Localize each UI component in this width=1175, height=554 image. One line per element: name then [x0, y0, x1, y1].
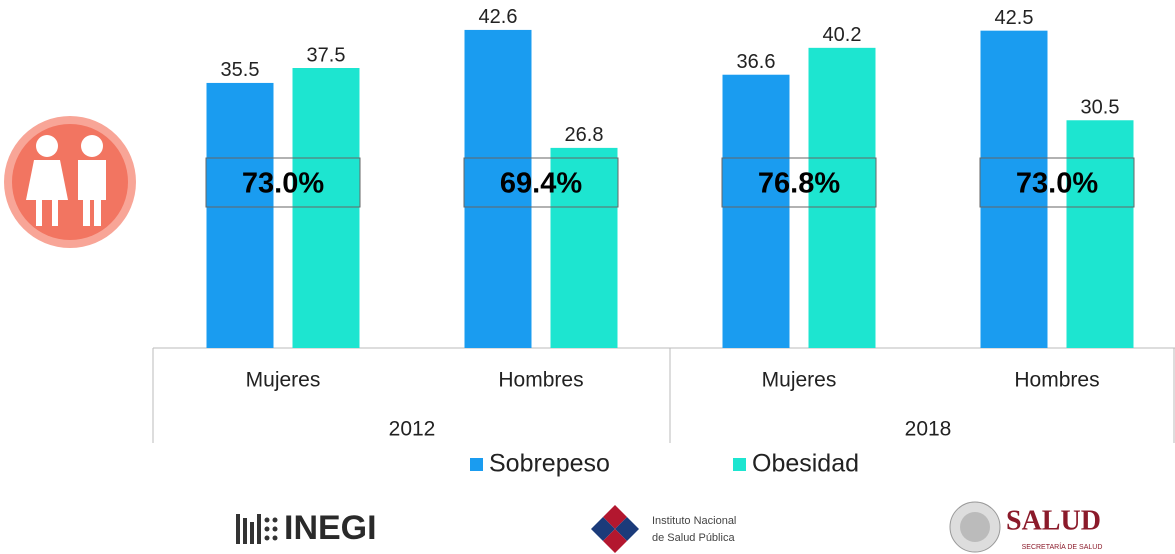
- total-box: [205, 157, 361, 208]
- people-icon: [4, 116, 136, 248]
- total-label: 76.8%: [758, 168, 840, 200]
- x-tick-label: Mujeres: [762, 369, 837, 392]
- bar: [980, 30, 1048, 349]
- legend-label: Obesidad: [752, 450, 859, 478]
- x-tick-label: Hombres: [1014, 369, 1099, 392]
- value-label: 30.5: [1081, 97, 1120, 119]
- x-tick-label: Hombres: [498, 369, 583, 392]
- legend-swatch: [733, 458, 746, 471]
- insp-logo: Instituto Nacional de Salud Pública: [591, 505, 736, 553]
- x-tick-label: Mujeres: [246, 369, 321, 392]
- total-box: [721, 157, 877, 208]
- value-label: 42.6: [479, 6, 518, 28]
- bar: [722, 74, 790, 348]
- value-label: 36.6: [737, 51, 776, 73]
- bar: [464, 29, 532, 348]
- legend-swatch: [470, 458, 483, 471]
- value-label: 26.8: [565, 124, 604, 146]
- bar: [1066, 120, 1134, 349]
- inegi-text: INEGI: [284, 509, 377, 547]
- inegi-logo: INEGI: [236, 509, 377, 547]
- total-box: [979, 157, 1135, 208]
- total-box: [463, 157, 619, 208]
- group-label: 2018: [905, 418, 952, 441]
- salud-text: SALUD: [1006, 505, 1101, 536]
- total-label: 73.0%: [1016, 168, 1098, 200]
- value-label: 42.5: [995, 7, 1034, 29]
- bar: [292, 68, 360, 348]
- value-label: 40.2: [823, 24, 862, 46]
- total-label: 73.0%: [242, 168, 324, 200]
- value-label: 37.5: [307, 44, 346, 66]
- bar: [550, 147, 618, 348]
- salud-sub: SECRETARÍA DE SALUD: [1022, 542, 1103, 551]
- axis-frame: [152, 347, 1175, 443]
- value-label: 35.5: [221, 59, 260, 81]
- bar: [808, 47, 876, 349]
- bar: [206, 82, 274, 348]
- total-label: 69.4%: [500, 168, 582, 200]
- insp-text: Instituto Nacional: [652, 515, 736, 527]
- insp-text: de Salud Pública: [652, 532, 735, 544]
- legend-label: Sobrepeso: [489, 450, 610, 478]
- salud-logo: SALUD SECRETARÍA DE SALUD: [949, 501, 1103, 553]
- group-label: 2012: [389, 418, 436, 441]
